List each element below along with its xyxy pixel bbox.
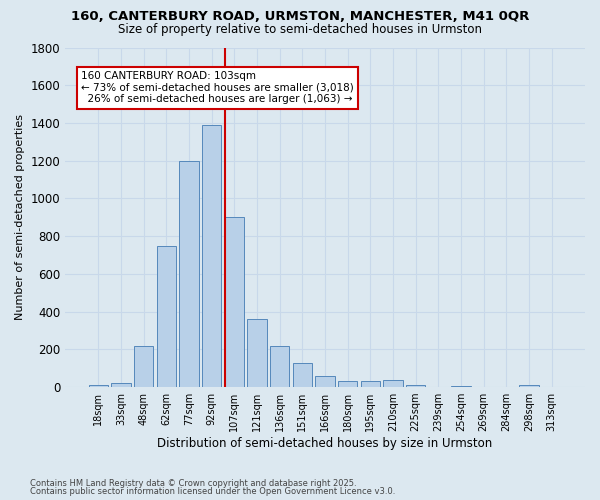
Bar bbox=[179, 160, 199, 387]
Bar bbox=[451, 386, 471, 387]
Bar bbox=[89, 385, 108, 387]
Bar bbox=[225, 218, 244, 387]
Bar bbox=[361, 382, 380, 387]
Bar bbox=[316, 376, 335, 387]
Bar bbox=[293, 362, 312, 387]
Text: 160 CANTERBURY ROAD: 103sqm
← 73% of semi-detached houses are smaller (3,018)
  : 160 CANTERBURY ROAD: 103sqm ← 73% of sem… bbox=[81, 72, 353, 104]
Text: Size of property relative to semi-detached houses in Urmston: Size of property relative to semi-detach… bbox=[118, 22, 482, 36]
Bar bbox=[202, 125, 221, 387]
Bar bbox=[247, 319, 267, 387]
Bar bbox=[338, 382, 358, 387]
Text: Contains HM Land Registry data © Crown copyright and database right 2025.: Contains HM Land Registry data © Crown c… bbox=[30, 478, 356, 488]
Bar bbox=[520, 385, 539, 387]
Y-axis label: Number of semi-detached properties: Number of semi-detached properties bbox=[15, 114, 25, 320]
Bar bbox=[383, 380, 403, 387]
Bar bbox=[270, 346, 289, 387]
Bar bbox=[112, 384, 131, 387]
Text: Contains public sector information licensed under the Open Government Licence v3: Contains public sector information licen… bbox=[30, 487, 395, 496]
Bar bbox=[134, 346, 154, 387]
Text: 160, CANTERBURY ROAD, URMSTON, MANCHESTER, M41 0QR: 160, CANTERBURY ROAD, URMSTON, MANCHESTE… bbox=[71, 10, 529, 23]
X-axis label: Distribution of semi-detached houses by size in Urmston: Distribution of semi-detached houses by … bbox=[157, 437, 493, 450]
Bar bbox=[406, 385, 425, 387]
Bar bbox=[157, 246, 176, 387]
